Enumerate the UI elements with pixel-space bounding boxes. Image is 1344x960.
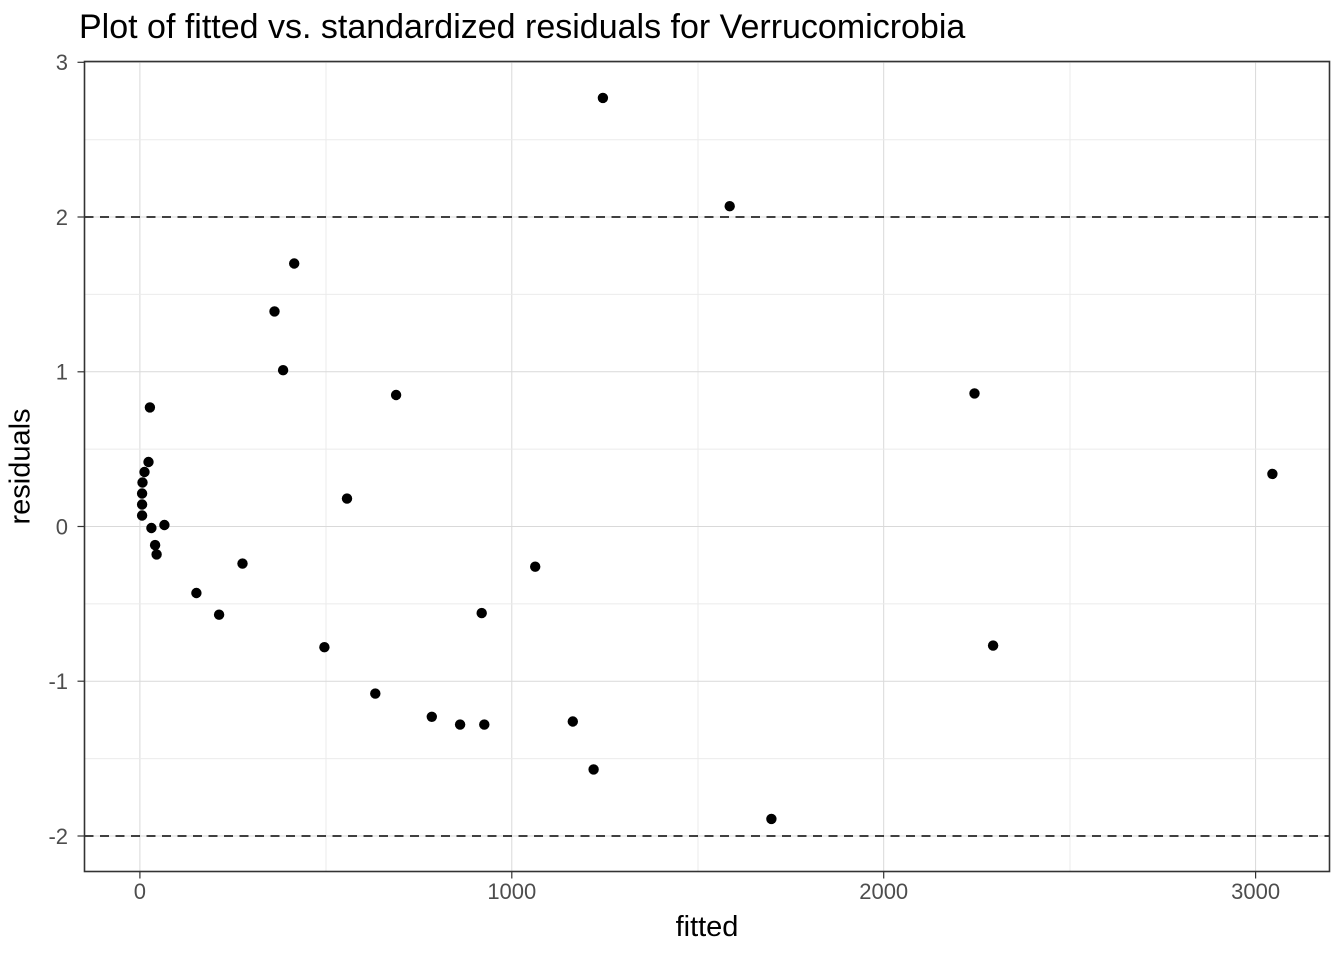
svg-text:3: 3	[56, 50, 68, 75]
svg-text:0: 0	[56, 514, 68, 539]
svg-text:1000: 1000	[487, 879, 536, 904]
svg-text:2: 2	[56, 205, 68, 230]
svg-text:1: 1	[56, 360, 68, 385]
svg-text:-2: -2	[48, 824, 68, 849]
svg-text:3000: 3000	[1231, 879, 1280, 904]
svg-text:-1: -1	[48, 669, 68, 694]
svg-text:2000: 2000	[859, 879, 908, 904]
svg-text:0: 0	[134, 879, 146, 904]
